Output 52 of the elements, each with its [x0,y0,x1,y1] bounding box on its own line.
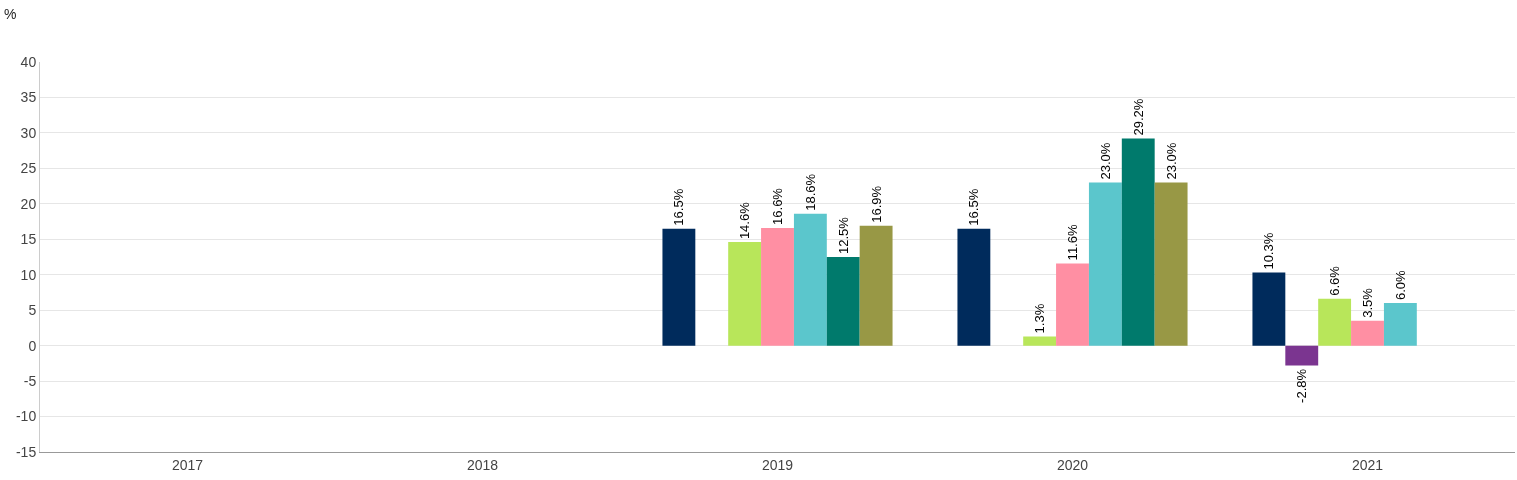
bar [1318,298,1352,346]
data-label: 16.9% [868,185,884,223]
data-label: 16.5% [966,188,982,226]
y-tick-label: 5 [28,302,37,319]
data-label: 11.6% [1065,224,1080,261]
data-label: 1.3% [1032,303,1048,334]
bar [1351,320,1384,346]
data-label: 29.2% [1130,98,1146,136]
y-axis-title: % [4,6,17,22]
data-label: 6.0% [1392,270,1408,301]
bar [1056,263,1089,346]
bar [1088,182,1122,346]
x-tick-label: 2020 [1056,456,1089,473]
bar [662,228,696,346]
bar [1285,345,1319,366]
bar [1383,303,1417,346]
data-label: 16.5% [671,188,687,226]
x-tick-label: 2019 [761,456,794,473]
x-tick-label: 2021 [1351,456,1384,473]
data-label: 18.6% [802,173,818,211]
data-label: 14.6% [737,201,753,240]
y-tick-label: 30 [20,124,37,141]
y-tick-label: -15 [15,443,37,460]
bar [728,242,762,346]
bar [1121,138,1155,346]
bar [761,227,794,346]
y-tick-label: 25 [20,160,37,177]
y-tick-label: -10 [15,408,37,425]
y-tick-label: 20 [20,195,37,212]
y-tick-label: 40 [20,53,37,70]
x-tick-label: 2018 [466,456,499,473]
data-label: 3.5% [1360,287,1375,318]
bar [1154,182,1188,346]
bar [957,228,991,346]
y-tick-label: -5 [23,372,37,389]
bar [1023,336,1057,346]
x-tick-label: 2017 [171,456,204,473]
data-label: 12.5% [835,216,851,254]
data-label: 10.3% [1261,232,1277,270]
y-tick-label: 15 [20,231,37,248]
bar [826,257,860,346]
y-tick-label: 0 [28,337,37,354]
bar [793,213,827,346]
data-label: 23.0% [1097,142,1113,180]
data-label: 16.6% [770,187,785,225]
bar [1252,272,1286,346]
data-label: 23.0% [1163,142,1179,180]
bar [859,225,893,346]
y-tick-label: 10 [20,266,37,283]
data-label: 6.6% [1327,265,1343,296]
data-label: -2.8% [1294,368,1310,403]
y-tick-label: 35 [20,89,37,106]
